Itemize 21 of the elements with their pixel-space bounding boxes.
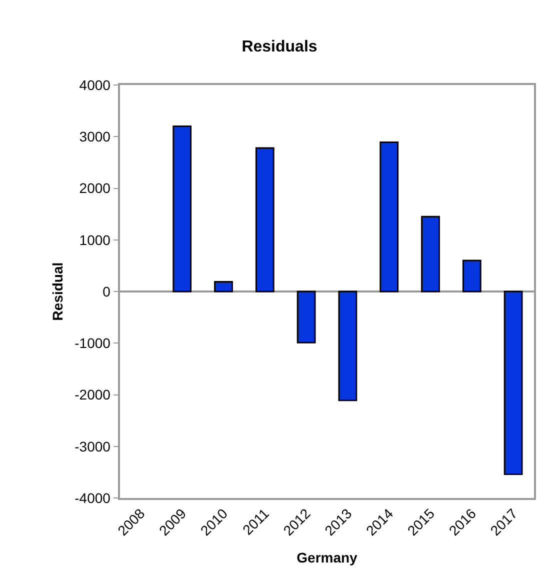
- bar: [296, 290, 316, 344]
- y-tick-label: -1000: [74, 335, 111, 352]
- y-tick-label: -3000: [74, 438, 111, 454]
- bar: [421, 216, 440, 292]
- y-tick-label: 2000: [79, 180, 111, 196]
- bar: [462, 260, 482, 292]
- y-tick-label: 3000: [79, 128, 111, 145]
- y-tick-label: -4000: [74, 490, 111, 506]
- bar: [338, 290, 358, 402]
- bar: [504, 290, 523, 475]
- y-tick-label: 4000: [79, 76, 111, 93]
- y-axis-title: Residual: [50, 262, 66, 321]
- y-tick-label: 0: [102, 283, 111, 300]
- y-tick-label: -2000: [74, 386, 111, 403]
- y-tick-label: 1000: [79, 232, 111, 248]
- bar: [172, 126, 192, 292]
- bar: [214, 280, 233, 292]
- chart-title: Residuals: [242, 38, 318, 56]
- bar: [380, 142, 399, 292]
- bar: [255, 147, 274, 292]
- x-axis-title: Germany: [296, 549, 358, 566]
